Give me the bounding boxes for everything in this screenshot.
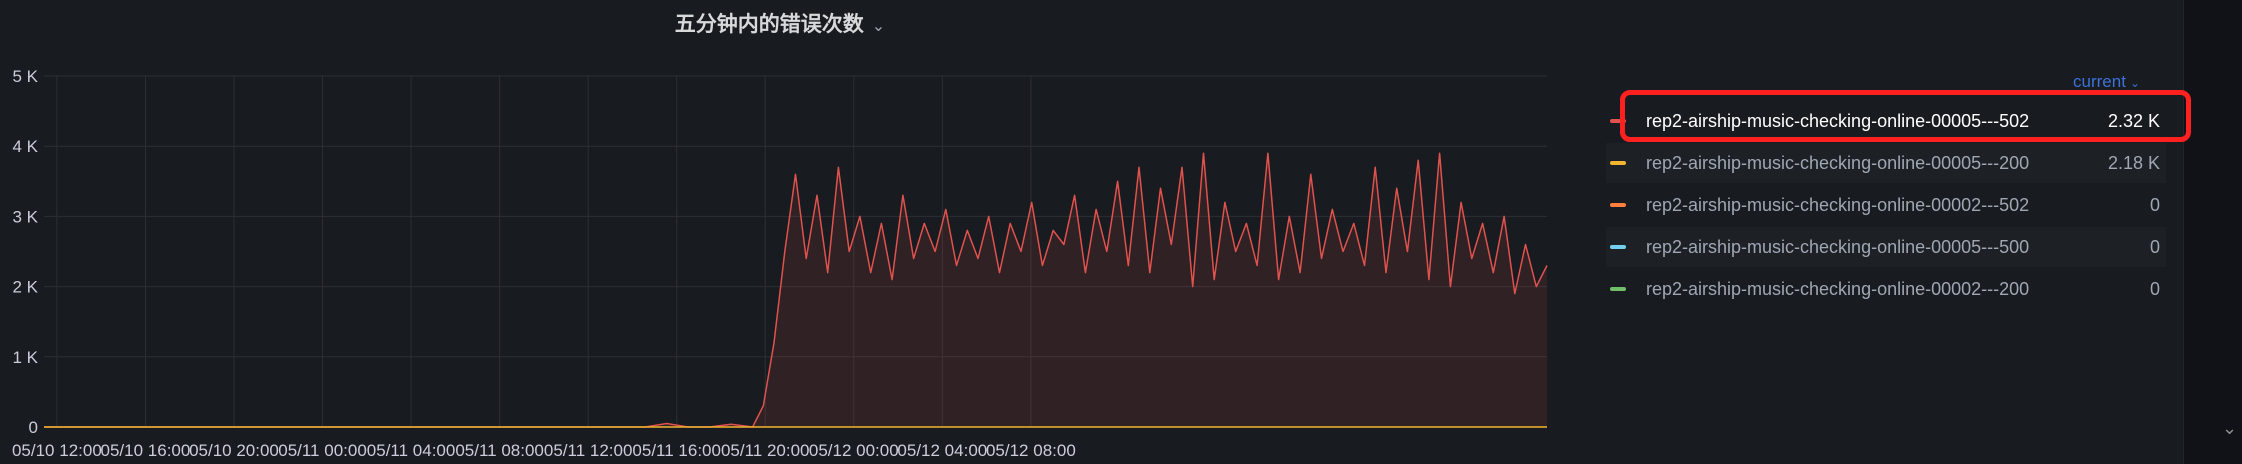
x-tick-label: 05/12 00:00 (809, 441, 899, 460)
legend-column-header[interactable]: current ⌄ (1600, 72, 2140, 92)
legend-series-name: rep2-airship-music-checking-online-00005… (1646, 236, 2030, 257)
legend-series-name: rep2-airship-music-checking-online-00002… (1646, 278, 2030, 299)
legend-color-swatch[interactable] (1610, 119, 1626, 123)
y-tick-label: 2 K (12, 278, 38, 297)
legend-series-name: rep2-airship-music-checking-online-00005… (1646, 152, 2030, 173)
x-tick-label: 05/11 04:00 (367, 441, 456, 460)
x-tick-label: 05/10 16:00 (101, 441, 191, 460)
legend-sort-label: current (2073, 72, 2126, 91)
legend-series-name: rep2-airship-music-checking-online-00002… (1646, 194, 2030, 215)
x-tick-label: 05/12 08:00 (986, 441, 1076, 460)
chevron-down-icon: ⌄ (2129, 76, 2140, 90)
x-tick-label: 05/11 00:00 (278, 441, 367, 460)
legend-row[interactable]: rep2-airship-music-checking-online-00005… (1606, 101, 2166, 141)
y-tick-label: 5 K (12, 67, 38, 86)
legend-current-value: 0 (2149, 194, 2160, 215)
legend-row[interactable]: rep2-airship-music-checking-online-00005… (1606, 143, 2166, 183)
y-tick-label: 4 K (12, 137, 38, 156)
legend-current-value: 2.18 K (2107, 152, 2160, 173)
time-series-chart[interactable]: 01 K2 K3 K4 K5 K05/10 12:0005/10 16:0005… (0, 0, 1560, 464)
legend-current-value: 2.32 K (2107, 110, 2160, 131)
legend-color-swatch[interactable] (1610, 161, 1626, 165)
legend-row[interactable]: rep2-airship-music-checking-online-00002… (1606, 185, 2166, 225)
legend-row[interactable]: rep2-airship-music-checking-online-00005… (1606, 227, 2166, 267)
y-tick-label: 1 K (12, 348, 38, 367)
chevron-down-icon[interactable]: ⌄ (2222, 418, 2238, 438)
legend-current-value: 0 (2149, 278, 2160, 299)
x-tick-label: 05/10 12:00 (12, 441, 102, 460)
right-sidebar-strip (2184, 0, 2242, 464)
panel-title[interactable]: 五分钟内的错误次数 ⌄ (0, 8, 1560, 38)
chevron-down-icon: ⌄ (871, 18, 886, 35)
x-tick-label: 05/11 16:00 (632, 441, 721, 460)
series-line (44, 152, 1548, 428)
y-tick-label: 0 (29, 418, 38, 437)
legend-color-swatch[interactable] (1610, 245, 1626, 249)
y-tick-label: 3 K (12, 207, 38, 226)
legend-series-name: rep2-airship-music-checking-online-00005… (1646, 110, 2030, 131)
panel-title-text: 五分钟内的错误次数 (674, 13, 864, 36)
x-tick-label: 05/12 04:00 (897, 441, 987, 460)
x-tick-label: 05/10 20:00 (189, 441, 279, 460)
legend-color-swatch[interactable] (1610, 203, 1626, 207)
x-tick-label: 05/11 12:00 (544, 441, 633, 460)
series-area-fill (44, 153, 1547, 427)
legend-color-swatch[interactable] (1610, 287, 1626, 291)
x-tick-label: 05/11 08:00 (455, 441, 544, 460)
legend-current-value: 0 (2149, 236, 2160, 257)
legend-row[interactable]: rep2-airship-music-checking-online-00002… (1606, 269, 2166, 309)
x-tick-label: 05/11 20:00 (721, 441, 810, 460)
